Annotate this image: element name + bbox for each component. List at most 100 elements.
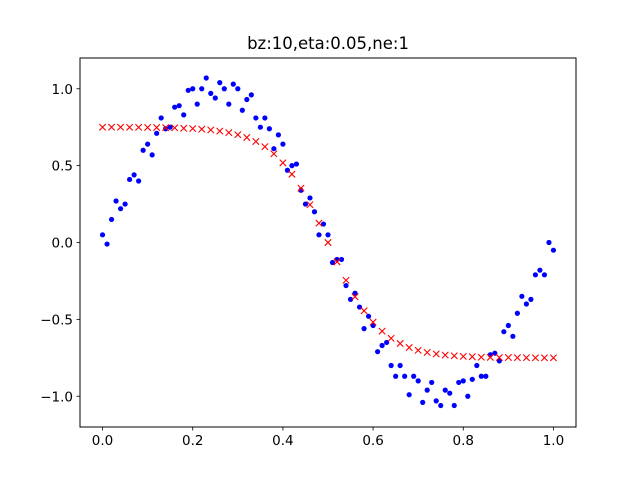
data-point xyxy=(158,115,164,121)
data-point xyxy=(293,161,300,167)
data-point xyxy=(460,378,466,384)
prediction-point xyxy=(116,123,125,131)
data-point xyxy=(108,216,115,223)
data-point xyxy=(190,86,196,92)
prediction-point xyxy=(153,123,161,132)
data-point xyxy=(523,301,530,307)
prediction-point xyxy=(315,219,323,227)
data-point xyxy=(415,378,421,384)
data-point xyxy=(451,402,457,409)
data-point xyxy=(528,296,534,302)
data-point xyxy=(212,95,218,101)
prediction-point xyxy=(342,276,350,284)
data-point xyxy=(172,104,178,110)
data-point xyxy=(271,146,277,152)
data-point xyxy=(356,304,363,310)
data-point xyxy=(343,282,349,289)
data-point xyxy=(514,310,520,316)
prediction-point xyxy=(189,124,197,133)
prediction-point xyxy=(477,353,485,361)
data-point xyxy=(424,387,430,393)
prediction-point xyxy=(126,123,134,131)
data-point xyxy=(117,206,124,212)
data-point xyxy=(122,201,128,207)
prediction-point xyxy=(171,124,179,132)
prediction-point xyxy=(144,123,152,132)
data-point xyxy=(253,115,259,121)
prediction-point xyxy=(495,353,503,362)
y-tick-label: −0.5 xyxy=(40,312,73,328)
prediction-point xyxy=(333,258,341,266)
prediction-point xyxy=(360,307,368,315)
prediction-point xyxy=(306,201,314,209)
data-point xyxy=(311,209,318,215)
data-point xyxy=(465,393,471,399)
prediction-point xyxy=(351,293,359,301)
prediction-point xyxy=(540,354,549,362)
prediction-point xyxy=(414,346,422,354)
prediction-point xyxy=(405,343,413,352)
x-tick-label: 0.0 xyxy=(92,433,113,449)
data-point xyxy=(505,322,511,329)
data-point xyxy=(325,232,331,238)
data-point xyxy=(510,333,516,339)
prediction-point xyxy=(459,352,467,361)
prediction-point xyxy=(468,353,476,361)
data-point xyxy=(496,358,502,364)
series-prediction xyxy=(98,123,558,362)
prediction-point xyxy=(234,131,242,139)
data-point xyxy=(244,96,250,103)
prediction-point xyxy=(549,354,558,362)
prediction-point xyxy=(378,327,386,335)
data-point xyxy=(127,176,133,183)
data-point xyxy=(393,373,399,379)
series-data xyxy=(99,75,557,409)
data-point xyxy=(469,376,475,382)
prediction-point xyxy=(396,339,404,348)
data-point xyxy=(447,390,453,396)
data-point xyxy=(347,296,354,302)
data-point xyxy=(338,256,345,263)
data-point xyxy=(239,107,245,113)
prediction-point xyxy=(288,170,296,178)
data-point xyxy=(361,326,367,332)
data-point xyxy=(289,163,295,169)
prediction-point xyxy=(441,351,449,359)
data-point xyxy=(406,392,412,398)
data-point xyxy=(176,103,182,109)
data-point xyxy=(136,178,142,184)
data-point xyxy=(257,124,263,130)
data-point xyxy=(199,86,205,92)
data-point xyxy=(230,81,236,87)
data-point xyxy=(501,329,507,335)
prediction-point xyxy=(297,184,305,192)
data-point xyxy=(456,379,462,386)
prediction-point xyxy=(270,150,278,158)
data-point xyxy=(140,147,146,153)
prediction-point xyxy=(531,354,540,362)
data-point xyxy=(541,272,548,278)
data-point xyxy=(208,90,214,96)
data-point xyxy=(411,373,417,379)
data-point xyxy=(163,126,169,132)
data-point xyxy=(104,241,110,247)
data-point xyxy=(280,141,286,147)
data-point xyxy=(266,126,272,132)
data-point xyxy=(370,322,376,329)
data-point xyxy=(113,198,119,204)
data-point xyxy=(433,398,439,404)
prediction-point xyxy=(135,123,143,131)
x-tick-label: 1.0 xyxy=(543,433,564,449)
prediction-point xyxy=(243,133,251,142)
x-tick-label: 0.4 xyxy=(272,433,293,449)
data-point xyxy=(429,379,435,386)
data-point xyxy=(388,362,394,369)
prediction-point xyxy=(279,159,287,167)
data-point xyxy=(275,132,281,138)
y-tick-label: 0.5 xyxy=(52,159,73,175)
y-tick-label: −1.0 xyxy=(40,389,73,405)
prediction-point xyxy=(225,128,233,137)
data-point xyxy=(203,75,209,81)
data-point xyxy=(519,293,525,299)
